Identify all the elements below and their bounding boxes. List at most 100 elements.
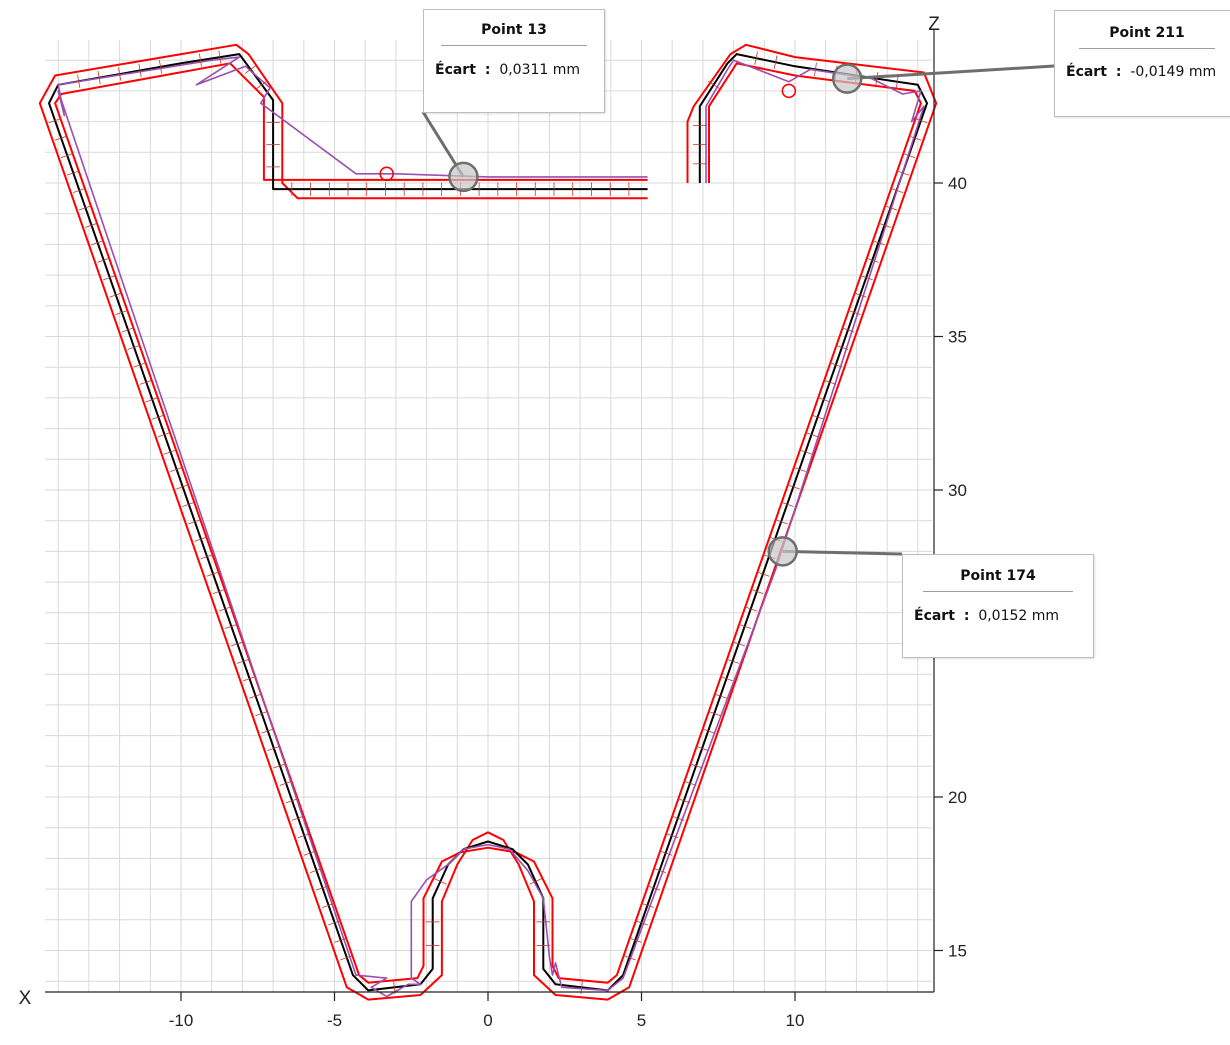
deviation-tick <box>786 484 800 490</box>
deviation-tick <box>902 152 916 159</box>
callout-leader <box>782 549 903 556</box>
deviation-tick <box>194 536 208 542</box>
callout-value: -0,0149 mm <box>1130 64 1217 80</box>
callout-point-174: Point 174 Écart : 0,0152 mm <box>902 554 1094 658</box>
deviation-tick <box>328 920 342 926</box>
plot-series <box>38 43 938 1001</box>
deviation-tick <box>60 152 74 159</box>
deviation-tick <box>835 344 849 350</box>
deviation-tick <box>72 187 86 193</box>
deviation-tick <box>529 878 542 885</box>
deviation-tick <box>255 710 269 717</box>
deviation-tick <box>754 51 758 65</box>
deviation-tick <box>224 623 238 629</box>
deviation-tick <box>133 362 147 368</box>
deviation-tick <box>182 501 196 507</box>
deviation-tick <box>859 274 873 281</box>
deviation-tick <box>829 362 843 368</box>
deviation-tick <box>273 763 287 769</box>
deviation-tick <box>200 553 214 560</box>
deviation-tick <box>871 240 885 246</box>
deviation-tick <box>188 519 202 525</box>
deviation-tick <box>115 309 129 316</box>
deviation-tick <box>774 519 788 525</box>
callout-title: Point 174 <box>923 568 1073 592</box>
deviation-tick <box>322 902 336 908</box>
deviation-tick <box>243 676 257 682</box>
deviation-tick <box>121 327 135 333</box>
deviation-tick <box>230 641 244 647</box>
deviation-tick <box>340 955 354 961</box>
callout-leader <box>847 64 1055 81</box>
plot-axes: -10 -5 0 5 10 15 20 30 35 40 X Z <box>19 14 967 1030</box>
deviation-tick <box>103 274 117 281</box>
deviation-tick <box>170 466 184 472</box>
deviation-tick <box>896 170 910 176</box>
deviation-tick <box>847 309 861 316</box>
deviation-tick <box>309 867 323 874</box>
point-marker <box>379 166 394 182</box>
deviation-tick <box>434 878 447 885</box>
deviation-tick <box>914 118 928 124</box>
deviation-tick <box>841 327 855 333</box>
deviation-tick <box>817 397 831 403</box>
deviation-tick <box>890 187 904 193</box>
deviation-tick <box>77 74 81 88</box>
deviation-tick <box>659 850 673 856</box>
deviation-tick <box>877 222 891 228</box>
point-marker <box>781 83 797 99</box>
deviation-tick <box>908 135 922 141</box>
deviation-tick <box>671 815 685 821</box>
callout-sep: : <box>484 62 491 78</box>
deviation-tick <box>792 466 806 472</box>
callout-title: Point 13 <box>441 22 587 46</box>
deviation-tick <box>297 832 311 839</box>
z-tick-label: 15 <box>948 942 967 961</box>
deviation-tick <box>285 798 299 804</box>
deviation-tick <box>198 53 202 67</box>
deviation-tick <box>244 65 257 74</box>
callout-value-row: Écart : -0,0149 mm <box>1066 64 1230 80</box>
deviation-tick <box>798 449 812 455</box>
deviation-tick <box>653 867 667 874</box>
deviation-tick <box>97 70 101 85</box>
callout-value-row: Écart : 0,0311 mm <box>435 62 604 78</box>
deviation-tick <box>218 50 222 64</box>
plot-overlay <box>379 63 1055 567</box>
deviation-tick <box>158 60 163 74</box>
x-tick-label: 10 <box>786 1011 805 1030</box>
deviation-tick <box>267 745 281 751</box>
callout-title: Point 211 <box>1079 25 1215 49</box>
deviation-tick <box>218 606 232 612</box>
deviation-tick <box>875 71 879 86</box>
x-axis-name: X <box>19 988 32 1009</box>
callout-value: 0,0311 mm <box>499 62 581 78</box>
deviation-tick <box>249 693 263 699</box>
x-tick-label: -5 <box>327 1011 342 1030</box>
callout-point-211: Point 211 Écart : -0,0149 mm <box>1054 10 1230 117</box>
deviation-tick <box>707 80 720 89</box>
deviation-tick <box>695 745 709 751</box>
callout-point-13: Point 13 Écart : 0,0311 mm <box>423 9 605 113</box>
deviation-tick <box>303 850 317 856</box>
callout-sep: : <box>963 608 970 624</box>
deviation-tick <box>206 571 220 577</box>
tolerance-line-0 <box>38 43 938 1001</box>
deviation-tick <box>164 449 178 455</box>
callout-value: 0,0152 mm <box>978 608 1060 624</box>
x-tick-label: 0 <box>483 1011 492 1030</box>
z-tick-label: 35 <box>948 328 967 347</box>
deviation-tick <box>707 710 721 717</box>
deviation-tick <box>884 205 898 211</box>
deviation-tick <box>823 379 837 385</box>
deviation-tick <box>750 588 764 595</box>
callout-point <box>831 63 863 94</box>
deviation-tick <box>665 832 679 839</box>
deviation-tick <box>176 484 190 490</box>
deviation-tick <box>91 240 105 246</box>
deviation-tick <box>66 170 80 176</box>
z-tick-label: 20 <box>948 788 967 807</box>
deviation-tick <box>683 780 697 786</box>
deviation-tick <box>118 67 122 81</box>
